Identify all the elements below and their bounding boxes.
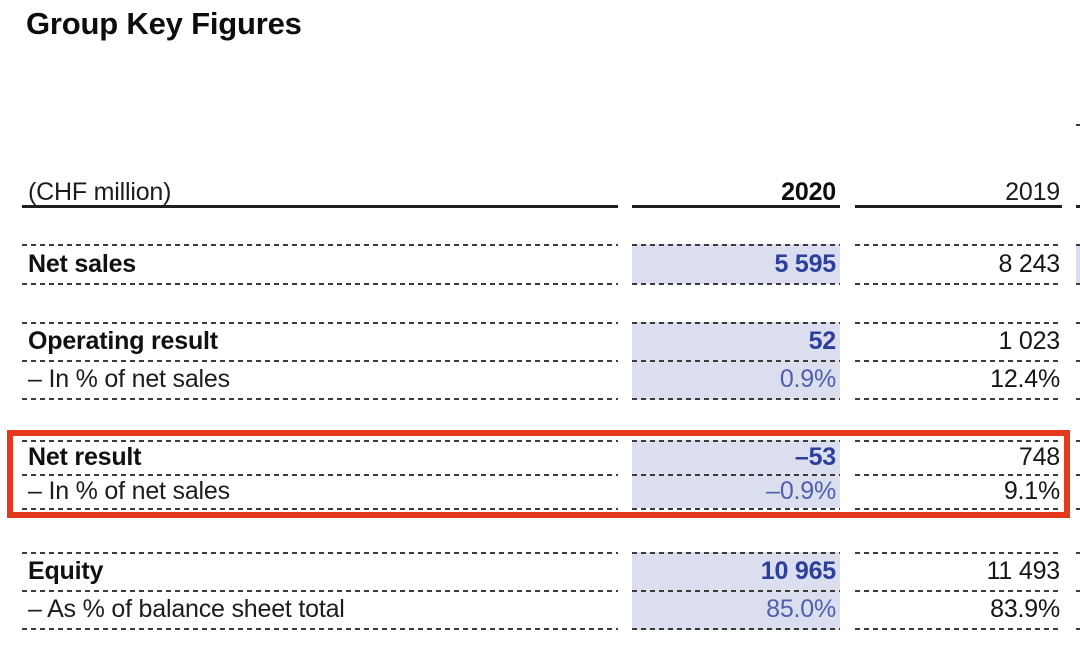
row-label: Net result [28, 442, 142, 471]
value-2019: 1 023 [998, 326, 1060, 355]
header-rule [0, 205, 1080, 208]
value-2020: –53 [794, 442, 836, 471]
unit-label: (CHF million) [28, 178, 172, 206]
column-header-2020: 2020 [781, 178, 836, 206]
dashed-rule [0, 474, 1080, 476]
table-header-row: (CHF million) 2020 2019 [0, 166, 1080, 207]
dashed-rule [0, 508, 1080, 510]
value-2020: 10 965 [760, 556, 836, 585]
value-2019: 748 [1018, 442, 1060, 471]
row-label: – In % of net sales [28, 476, 230, 505]
highlight-cropped-column-net-sales [1076, 244, 1080, 284]
value-2019: 11 493 [986, 556, 1061, 585]
value-2019: 12.4% [990, 364, 1060, 393]
dashed-rule [0, 398, 1080, 400]
value-2020: –0.9% [766, 476, 836, 505]
table-row: – In % of net sales –0.9% 9.1% [0, 474, 1080, 508]
value-2020: 52 [808, 326, 837, 355]
table-row: Equity 10 965 11 493 [0, 552, 1080, 590]
table-row: Operating result 52 1 023 [0, 322, 1080, 360]
dashed-rule [0, 360, 1080, 362]
row-label: Operating result [28, 326, 218, 355]
value-2019: 8 243 [998, 249, 1060, 278]
dashed-rule [0, 244, 1080, 246]
value-2019: 9.1% [1003, 476, 1060, 505]
table-row: Net result –53 748 [0, 440, 1080, 474]
row-label: Equity [28, 556, 104, 585]
row-label: – As % of balance sheet total [28, 594, 345, 623]
value-2020: 5 595 [774, 249, 836, 278]
dashed-rule [0, 628, 1080, 630]
dashed-rule [0, 552, 1080, 554]
value-2020: 0.9% [779, 364, 836, 393]
row-label: – In % of net sales [28, 364, 230, 393]
dashed-rule [0, 590, 1080, 592]
table-row: – As % of balance sheet total 85.0% 83.9… [0, 590, 1080, 628]
value-2020: 85.0% [766, 594, 836, 623]
table-row: Net sales 5 595 8 243 [0, 244, 1080, 284]
highlight-2020-net-sales [632, 244, 840, 284]
column-header-2019: 2019 [1005, 178, 1060, 206]
cropped-column-tick [1076, 124, 1080, 126]
value-2019: 83.9% [990, 594, 1060, 623]
row-label: Net sales [28, 249, 136, 278]
table-row: – In % of net sales 0.9% 12.4% [0, 360, 1080, 398]
page-title: Group Key Figures [26, 6, 302, 41]
dashed-rule [0, 322, 1080, 324]
dashed-rule [0, 440, 1080, 442]
dashed-rule [0, 283, 1080, 285]
